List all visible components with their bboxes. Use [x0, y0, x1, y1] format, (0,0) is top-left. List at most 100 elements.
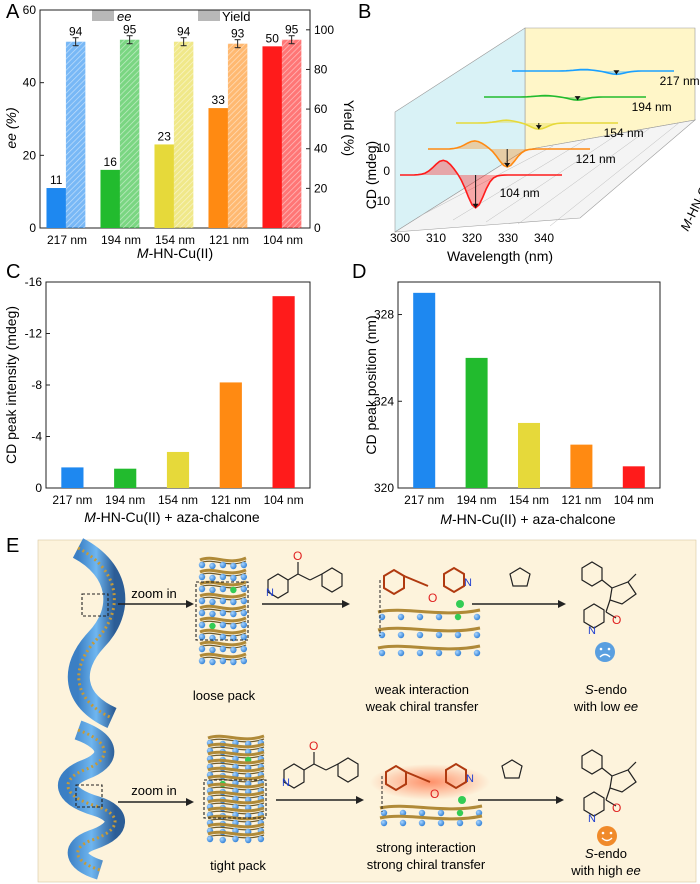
- chart-a-bar-yield-hatch: [281, 39, 302, 229]
- complex-weak: ON: [377, 566, 481, 657]
- chart-c-xlabel: M-HN-Cu(II) + aza-chalcone: [84, 509, 260, 525]
- loose-stack-ball: [240, 597, 248, 605]
- chart-d-ytick: 320: [374, 481, 394, 495]
- chart-a-left-tick: 20: [23, 148, 37, 162]
- happy-face-eye-right: [609, 831, 613, 835]
- chart-d-xtick: 194 nm: [457, 493, 497, 507]
- chart-d-ylabel: CD peak position (nm): [363, 315, 379, 454]
- chart-c-ytick: -8: [31, 378, 42, 392]
- happy-face-icon: [597, 826, 617, 846]
- product-1-nitrogen: N: [588, 625, 596, 637]
- loose-zoom-box: [81, 593, 109, 617]
- loose-stack-ball: [240, 609, 248, 617]
- tight-stack-ribbon: [207, 742, 265, 749]
- tight-zoom-box: [75, 784, 103, 808]
- loose-stack-ball: [219, 621, 227, 629]
- complex-strong-ball: [475, 809, 483, 817]
- loose-stack-ball: [230, 622, 237, 630]
- loose-stack-ball: [219, 645, 227, 653]
- chart-b-xtick-330: 330: [498, 231, 518, 245]
- panel-letter-d: D: [352, 261, 366, 283]
- chart-a-xtick: 104 nm: [263, 233, 303, 247]
- tight-stack-ball: [257, 835, 265, 843]
- chart-b-ylabel: CD (mdeg): [363, 141, 379, 209]
- chart-a-label-yield: 94: [69, 25, 83, 39]
- complex-strong-ball: [437, 809, 445, 817]
- panel-e: E zoom in loose pack: [6, 535, 697, 883]
- chart-c-bar: [166, 451, 190, 488]
- loose-stack-ball: [219, 585, 227, 593]
- loose-stack-ball: [198, 609, 206, 617]
- chart-a-left-tick: 0: [29, 221, 36, 235]
- scheme-row-tight: zoom in tight pack O N ON strong interac…: [58, 720, 641, 880]
- chart-c-ytick: -4: [31, 430, 42, 444]
- product-2-nitrogen: N: [588, 813, 596, 825]
- complex-strong-ball: [456, 819, 464, 827]
- loose-stack-ball: [219, 573, 227, 581]
- molecule-1-nitrogen: N: [266, 587, 274, 599]
- chart-b-trace-label: 121 nm: [576, 152, 616, 166]
- happy-face-mouth: [601, 837, 613, 842]
- complex-strong: ON: [370, 762, 490, 827]
- chart-a-left-tick: 60: [23, 3, 37, 17]
- complex-weak-ball: [397, 613, 405, 621]
- loose-stack-ball: [209, 658, 216, 666]
- sad-face-mouth: [599, 653, 611, 658]
- loose-stack-ball: [230, 574, 237, 582]
- chart-b-trace-line: [512, 68, 674, 76]
- loose-helix-ribbon: [67, 538, 126, 729]
- chart-c-xtick: 104 nm: [264, 493, 304, 507]
- loose-zoom-arrowhead: [186, 600, 194, 608]
- complex-weak-ball: [416, 631, 424, 639]
- chart-c-bar: [61, 467, 84, 488]
- complex-weak-nitrogen: N: [464, 577, 472, 589]
- chart-a-bar-ee: [262, 46, 282, 229]
- loose-stack-ball: [198, 657, 206, 665]
- chart-a-bar-yield-hatch: [227, 43, 248, 228]
- loose-stack-ball: [198, 597, 206, 605]
- loose-pack-label: loose pack: [193, 688, 256, 703]
- product-1-oxygen: O: [612, 613, 621, 627]
- chart-c-xtick: 154 nm: [158, 493, 198, 507]
- loose-stack-ball: [209, 610, 216, 618]
- chart-b-ytick-10: 10: [377, 141, 391, 155]
- chart-c-ylabel: CD peak intensity (mdeg): [3, 306, 19, 464]
- loose-stack-ball: [198, 561, 206, 569]
- row2-selectivity: with high ee: [570, 863, 640, 878]
- chart-d-xtick: 154 nm: [509, 493, 549, 507]
- chart-a-right-tick: 100: [314, 23, 334, 37]
- loose-stack-ball: [209, 574, 216, 582]
- tight-stack-ball: [219, 836, 226, 844]
- chart-a-label-ee: 33: [212, 93, 226, 107]
- complex-strong-ball: [437, 819, 445, 827]
- chart-d-bar: [465, 357, 488, 488]
- molecule-1-oxygen: O: [293, 549, 302, 563]
- chart-b-traces: 104 nm 121 nm 154 nm 194 nm 217 nm: [400, 68, 700, 209]
- chart-b-trace-line: [428, 140, 590, 168]
- chart-b-peak-arrowhead: [613, 70, 620, 75]
- tight-stack-ribbon: [207, 798, 265, 805]
- complex-weak-phenyl: [383, 568, 405, 596]
- loose-stack-ball: [209, 562, 216, 570]
- tight-stack-ball: [244, 836, 252, 844]
- tight-stack-ribbon: [207, 734, 265, 741]
- loose-stack-ball: [230, 610, 237, 618]
- chart-a-xtick: 194 nm: [101, 233, 141, 247]
- loose-stack-ball: [240, 657, 248, 665]
- tight-stack-ribbon: [207, 750, 265, 757]
- chart-d-ytick: 328: [374, 308, 394, 322]
- tight-stack-ribbon: [207, 782, 265, 789]
- complex-weak-ball: [454, 613, 462, 621]
- tight-stack-ribbon: [207, 806, 265, 813]
- cyclopentadiene-2: [501, 759, 523, 779]
- loose-stack-ball: [209, 586, 216, 594]
- chart-d-xtick: 121 nm: [561, 493, 601, 507]
- tight-helix-ribbon: [58, 720, 125, 880]
- chart-b-peak-arrowhead: [574, 96, 581, 101]
- tight-stack-ribbon: [207, 774, 265, 781]
- chart-a-bar-ee: [46, 188, 66, 228]
- chart-a-bar-yield-hatch: [65, 41, 86, 228]
- complex-strong-ball: [380, 819, 388, 827]
- chart-b-xlabel: Wavelength (nm): [447, 248, 553, 264]
- chart-a-bar-ee: [208, 108, 228, 228]
